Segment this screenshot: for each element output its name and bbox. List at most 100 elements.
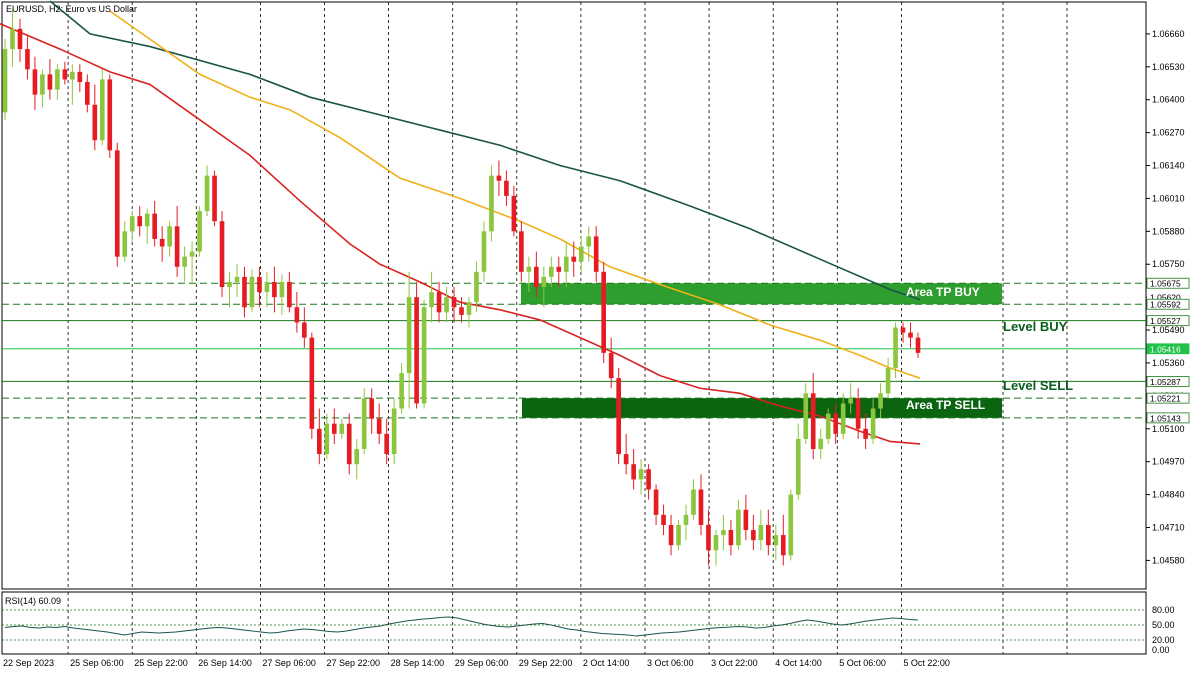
bull-candle — [721, 530, 726, 536]
bull-candle — [55, 69, 60, 90]
rsi-panel-frame — [1, 591, 1147, 655]
chart-title: EURUSD, H2: Euro vs US Dollar — [6, 4, 137, 14]
bull-candle — [167, 226, 172, 247]
price-level-tag-text: 1.05416 — [1150, 344, 1181, 354]
level-sell-label: Level SELL — [1003, 378, 1073, 393]
level-buy-label: Level BUY — [1003, 319, 1068, 334]
bear-candle — [766, 524, 771, 546]
y-tick-label: 1.04970 — [1152, 457, 1185, 467]
bull-candle — [848, 398, 853, 404]
bear-candle — [855, 398, 861, 429]
x-tick-label: 2 Oct 14:00 — [583, 658, 630, 668]
bear-candle — [601, 271, 607, 353]
bull-candle — [429, 292, 434, 308]
bull-candle — [339, 423, 345, 434]
moving-average-line — [109, 10, 921, 379]
bull-candle — [773, 535, 779, 546]
bear-candle — [287, 281, 292, 308]
price-level-tag — [1146, 376, 1190, 387]
bull-candle — [526, 266, 532, 272]
bull-candle — [122, 231, 128, 257]
x-tick-label: 29 Sep 06:00 — [455, 658, 509, 668]
bull-candle — [878, 393, 883, 409]
y-tick-label: 1.06400 — [1152, 95, 1185, 105]
x-tick-label: 26 Sep 14:00 — [198, 658, 252, 668]
bull-candle — [840, 403, 846, 434]
y-tick-label: 1.06660 — [1152, 29, 1185, 39]
bull-candle — [541, 276, 547, 288]
x-tick-label: 3 Oct 06:00 — [647, 658, 694, 668]
bear-candle — [833, 413, 839, 434]
y-tick-label: 1.06530 — [1152, 62, 1185, 72]
bull-candle — [227, 281, 232, 288]
y-tick-label: 1.06270 — [1152, 128, 1185, 138]
x-tick-label: 27 Sep 22:00 — [327, 658, 381, 668]
bear-candle — [272, 281, 277, 298]
bear-candle — [915, 337, 921, 353]
bull-candle — [489, 175, 494, 232]
candles — [2, 8, 921, 566]
bear-candle — [623, 454, 629, 465]
bear-candle — [698, 489, 704, 525]
bull-candle — [40, 74, 45, 95]
bear-candle — [661, 514, 666, 525]
bear-candle — [77, 71, 83, 82]
bear-candle — [92, 104, 98, 141]
x-tick-label: 3 Oct 22:00 — [711, 658, 758, 668]
y-tick-label: 1.04580 — [1152, 555, 1185, 565]
bull-candle — [144, 213, 150, 227]
bear-candle — [653, 489, 659, 515]
price-level-tag — [1146, 392, 1190, 404]
x-tick-label: 25 Sep 22:00 — [134, 658, 188, 668]
bear-candle — [294, 307, 300, 323]
bull-candle — [197, 211, 202, 252]
moving-average-line — [49, 0, 921, 301]
bear-candle — [900, 327, 906, 333]
price-level-tag — [1146, 343, 1190, 355]
bear-candle — [137, 216, 143, 227]
bear-candle — [25, 49, 30, 70]
bear-candle — [17, 28, 23, 50]
bull-candle — [189, 251, 195, 257]
bear-candle — [174, 226, 180, 267]
x-tick-label: 22 Sep 2023 — [3, 658, 54, 668]
bear-candle — [384, 433, 389, 455]
vertical-grid — [67, 2, 1068, 654]
bull-candle — [870, 408, 876, 439]
bear-candle — [459, 307, 464, 315]
bull-candle — [758, 524, 764, 541]
rsi-tick-label: 50.00 — [1152, 620, 1175, 630]
bear-candle — [519, 231, 524, 272]
bear-candle — [219, 221, 225, 288]
bull-candle — [354, 449, 360, 465]
price-levels — [2, 282, 1146, 419]
bear-candle — [571, 256, 577, 262]
price-level-tag-text: 1.05675 — [1150, 279, 1181, 289]
bear-candle — [810, 393, 816, 450]
y-tick-label: 1.05750 — [1152, 259, 1185, 269]
bull-candle — [264, 281, 270, 293]
price-level-tag — [1147, 292, 1189, 303]
moving-average-line — [0, 23, 921, 445]
bull-candle — [444, 297, 449, 313]
main-panel-frame — [1, 1, 1147, 590]
bear-candle — [496, 175, 502, 181]
bull-candle — [803, 393, 809, 439]
bear-candle — [331, 423, 337, 434]
bear-candle — [302, 322, 307, 338]
rsi-tick-label: 0.00 — [1152, 645, 1170, 655]
bull-candle — [361, 398, 367, 450]
x-tick-label: 25 Sep 06:00 — [70, 658, 124, 668]
bear-candle — [436, 292, 442, 313]
x-tick-label: 5 Oct 06:00 — [839, 658, 886, 668]
bear-candle — [369, 398, 375, 419]
price-level-tag-text: 1.05527 — [1150, 316, 1181, 326]
bear-candle — [908, 332, 913, 338]
y-tick-label: 1.06010 — [1152, 193, 1185, 203]
bear-candle — [616, 378, 621, 455]
bull-candle — [99, 79, 105, 141]
bull-candle — [818, 438, 824, 450]
bear-candle — [152, 213, 157, 239]
x-tick-label: 28 Sep 14:00 — [391, 658, 445, 668]
